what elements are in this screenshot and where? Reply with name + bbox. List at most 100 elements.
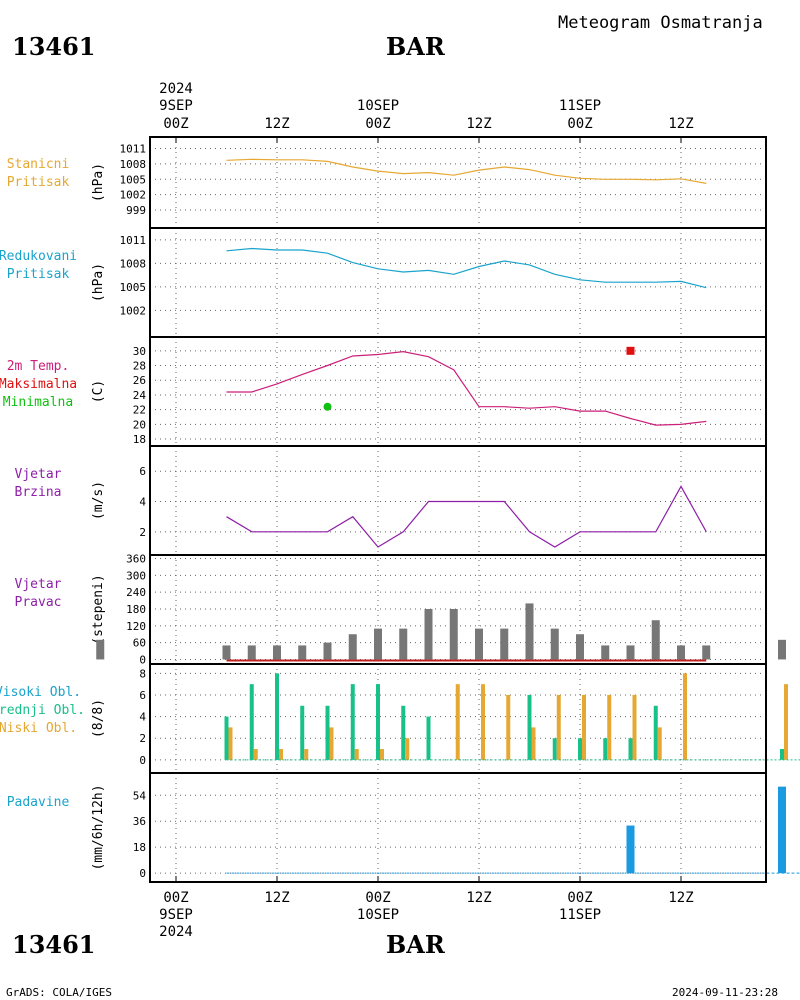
y-tick-label: 28 bbox=[133, 360, 146, 373]
cloud-low-bar bbox=[683, 673, 687, 760]
cloud-low-bar bbox=[556, 694, 561, 760]
panel-frame bbox=[149, 227, 767, 338]
y-axis-label: (hPa) bbox=[91, 163, 106, 202]
panel-station_pressure: 999 1002 1005 1008 1011 (hPa) Stanicni Pritisak bbox=[7, 137, 766, 228]
y-tick-label: 4 bbox=[139, 496, 146, 509]
wind-direction-bar bbox=[424, 609, 433, 660]
y-tick-label: 22 bbox=[133, 404, 146, 417]
wind-direction-bar bbox=[651, 620, 660, 660]
date-label-top: 9SEP bbox=[159, 98, 193, 114]
time-tick-label-bottom: 12Z bbox=[466, 890, 491, 906]
panel-cloud_cover: 0 2 4 6 8 (8/8) Visoki Obl. Srednji Obl. Niski O… bbox=[0, 664, 800, 773]
time-tick-label-bottom: 00Z bbox=[365, 890, 390, 906]
panel-label-line: 2m Temp. bbox=[7, 359, 70, 374]
y-tick-label: 0 bbox=[139, 653, 146, 666]
y-tick-label: 18 bbox=[133, 841, 146, 854]
year-label-top: 2024 bbox=[159, 81, 193, 97]
grads-credit: GrADS: COLA/IGES bbox=[6, 986, 112, 999]
panel-frame bbox=[149, 772, 767, 883]
cloud-low-bar bbox=[657, 727, 662, 760]
wind-direction-bar bbox=[222, 645, 231, 660]
panel-label-line: Pritisak bbox=[7, 175, 70, 190]
y-tick-label: 2 bbox=[139, 526, 146, 539]
y-tick-label: 60 bbox=[133, 637, 146, 650]
y-tick-label: 1002 bbox=[120, 189, 147, 202]
station-name-bottom: BAR bbox=[386, 930, 445, 959]
y-tick-label: 1011 bbox=[120, 234, 147, 247]
y-axis-label: (hPa) bbox=[91, 263, 106, 302]
wind-direction-bar bbox=[778, 639, 786, 660]
y-tick-label: 999 bbox=[126, 204, 146, 217]
date-label-bottom: 9SEP bbox=[159, 907, 193, 923]
y-tick-label: 8 bbox=[139, 667, 146, 680]
panel-label-line: Srednji Obl. bbox=[0, 703, 85, 718]
panel-wind_direction: 0 60 120 180 240 300 360 (stepeni) Vjetar Pravac bbox=[15, 553, 786, 666]
cloud-middle-bar bbox=[527, 694, 532, 760]
wind-direction-bar bbox=[323, 642, 332, 660]
cloud-middle-bar bbox=[578, 738, 582, 760]
y-axis-label: (m/s) bbox=[91, 481, 106, 520]
y-tick-label: 6 bbox=[139, 465, 146, 478]
cloud-low-bar bbox=[784, 684, 788, 760]
panel-frame bbox=[149, 554, 767, 665]
meteogram-title: Meteogram Osmatranja bbox=[558, 13, 763, 33]
cloud-middle-bar bbox=[325, 705, 330, 760]
precipitation-bar bbox=[778, 786, 786, 874]
series-line bbox=[226, 247, 707, 289]
cloud-low-bar bbox=[531, 727, 536, 760]
y-tick-label: 180 bbox=[126, 603, 146, 616]
panel-label-line: Niski Obl. bbox=[0, 721, 77, 736]
wind-direction-bar bbox=[475, 628, 483, 660]
cloud-low-bar bbox=[354, 749, 359, 760]
time-tick-label-bottom: 00Z bbox=[163, 890, 188, 906]
panel-label-line: Padavine bbox=[7, 795, 70, 810]
panel-label-line: Maksimalna bbox=[0, 377, 77, 392]
cloud-low-bar bbox=[279, 749, 283, 760]
panel-label-line: Vjetar bbox=[15, 467, 62, 482]
y-tick-label: 4 bbox=[139, 711, 146, 724]
cloud-low-bar bbox=[253, 749, 258, 760]
precipitation-bar bbox=[626, 825, 635, 874]
cloud-low-bar bbox=[481, 684, 485, 760]
y-tick-label: 1002 bbox=[120, 304, 147, 317]
y-tick-label: 0 bbox=[139, 754, 146, 767]
time-tick-label-top: 12Z bbox=[668, 116, 693, 132]
cloud-low-bar bbox=[304, 749, 309, 760]
date-label-top: 10SEP bbox=[357, 98, 399, 114]
series-line bbox=[226, 350, 707, 426]
cloud-low-bar bbox=[380, 749, 384, 760]
cloud-middle-bar bbox=[350, 684, 355, 760]
y-axis-label: (8/8) bbox=[91, 699, 106, 738]
wind-direction-bar bbox=[576, 634, 584, 660]
wind-direction-bar bbox=[449, 609, 458, 660]
wind-direction-bar bbox=[298, 645, 307, 660]
series-line bbox=[226, 485, 707, 548]
panel-label-line: Pritisak bbox=[7, 267, 70, 282]
cloud-middle-bar bbox=[401, 705, 406, 760]
time-tick-label-bottom: 00Z bbox=[567, 890, 592, 906]
y-tick-label: 1008 bbox=[120, 158, 147, 171]
y-tick-label: 1011 bbox=[120, 143, 147, 156]
station-id-bottom: 13461 bbox=[12, 930, 96, 959]
y-tick-label: 240 bbox=[126, 586, 146, 599]
cloud-low-bar bbox=[329, 727, 334, 760]
wind-direction-bar bbox=[525, 603, 534, 660]
cloud-middle-bar bbox=[426, 716, 431, 760]
y-tick-label: 360 bbox=[126, 553, 146, 566]
panel-wind_speed: 2 4 6 (m/s) Vjetar Brzina bbox=[15, 446, 766, 555]
panel-frame bbox=[149, 136, 767, 229]
max-temp-marker bbox=[626, 346, 635, 355]
cloud-middle-bar bbox=[275, 673, 279, 760]
y-tick-label: 120 bbox=[126, 620, 146, 633]
y-axis-label: (stepeni) bbox=[91, 574, 106, 644]
wind-direction-bar bbox=[96, 639, 105, 660]
cloud-low-bar bbox=[632, 694, 637, 760]
y-tick-label: 1008 bbox=[120, 257, 147, 270]
min-temp-marker bbox=[323, 402, 332, 411]
y-tick-label: 30 bbox=[133, 345, 146, 358]
wind-direction-bar bbox=[273, 645, 281, 660]
time-tick-label-top: 00Z bbox=[163, 116, 188, 132]
panel-label-line: Brzina bbox=[15, 485, 62, 500]
